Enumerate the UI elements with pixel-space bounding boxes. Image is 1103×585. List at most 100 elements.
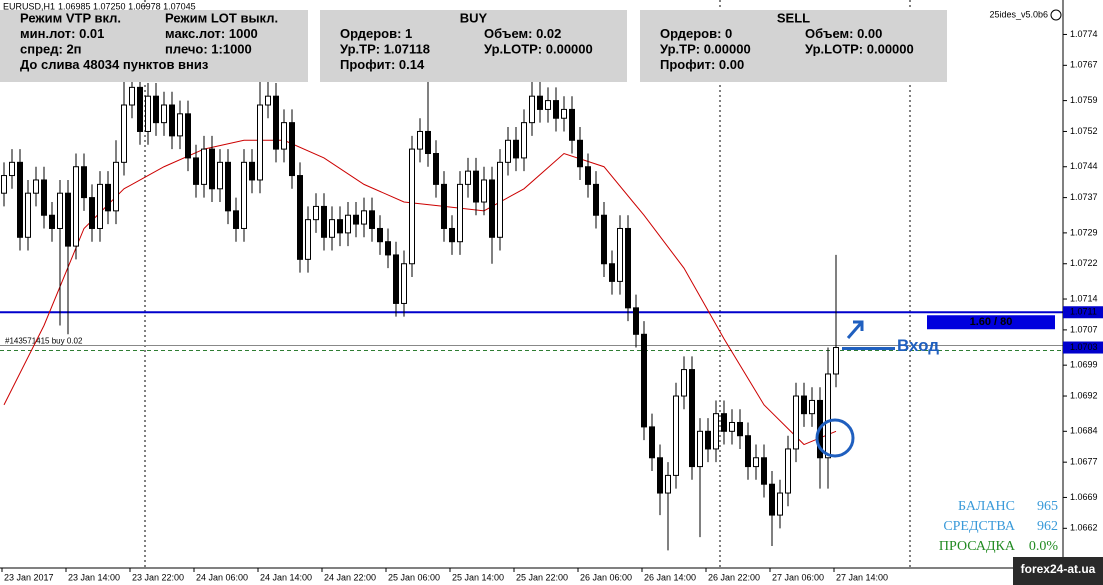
candle-body [449, 227, 455, 243]
panel-text: Ур.TP: 1.07118 [340, 41, 430, 56]
moving-average [3, 139, 837, 446]
x-tick-label: 25 Jan 14:00 [452, 572, 504, 582]
order-label: #143571415 buy 0.02 [5, 337, 83, 346]
candle-body [713, 413, 719, 450]
y-tick-label: 1.0759 [1070, 95, 1098, 105]
y-tick-label: 1.0699 [1070, 360, 1098, 370]
candle-body [369, 210, 375, 229]
candle-body [57, 192, 63, 229]
panel-text: Ур.LOTP: 0.00000 [805, 41, 914, 56]
panel-text: Профит: 0.00 [660, 57, 744, 72]
candle-body [473, 170, 479, 203]
candle-body [113, 161, 119, 212]
candle-body [777, 492, 783, 516]
candle-body [617, 227, 623, 282]
x-tick-label: 27 Jan 06:00 [772, 572, 824, 582]
candle-body [321, 205, 327, 238]
candle-body [297, 175, 303, 260]
y-tick-label: 1.0744 [1070, 161, 1098, 171]
candle-body [593, 183, 599, 216]
candle-body [537, 95, 543, 110]
candle-body [825, 373, 831, 459]
candle-body [81, 166, 87, 199]
candle-body [577, 139, 583, 168]
candle-body [353, 214, 359, 225]
panel-text: Ордеров: 1 [340, 26, 412, 41]
candle-body [657, 457, 663, 494]
entry-circle [815, 418, 855, 458]
y-tick-label: 1.0737 [1070, 192, 1098, 202]
candle-body [417, 130, 423, 150]
panel-text: Ордеров: 0 [660, 26, 732, 41]
candle-body [641, 333, 647, 428]
panel-text: Ур.LOTP: 0.00000 [484, 41, 593, 56]
candle-body [185, 113, 191, 159]
candle-body [345, 214, 351, 234]
candle-body [833, 347, 839, 375]
candle-body [673, 395, 679, 476]
y-tick-label: 1.0669 [1070, 492, 1098, 502]
candle-body [361, 210, 367, 225]
y-tick-label: 1.0692 [1070, 390, 1098, 400]
y-tick-label: 1.0767 [1070, 60, 1098, 70]
account-label: СРЕДСТВА [943, 519, 1016, 534]
candle-body [585, 166, 591, 185]
info-panels: Режим VTP вкл. Режим LOT выкл. мин.лот: 0.… [0, 10, 947, 82]
panel-text: До слива 48034 пунктов вниз [20, 57, 209, 72]
candle-body [753, 457, 759, 468]
candle-body [521, 122, 527, 159]
tp-box [927, 315, 1055, 330]
panel-text: Объем: 0.00 [805, 26, 882, 41]
y-tick-label: 1.0707 [1070, 324, 1098, 334]
candle-body [241, 161, 247, 229]
candle-body [689, 369, 695, 468]
candle-body [377, 227, 383, 243]
candle-body [169, 104, 175, 137]
candle-body [257, 104, 263, 181]
panel [320, 10, 627, 82]
candle-body [393, 254, 399, 304]
panel-text: Объем: 0.02 [484, 26, 561, 41]
candle-body [761, 457, 767, 485]
candle-body [465, 170, 471, 185]
y-tick-label: 1.0662 [1070, 523, 1098, 533]
symbol: EURUSD,H1 [3, 1, 55, 11]
panel-text: плечо: 1:1000 [165, 41, 252, 56]
x-tick-label: 24 Jan 06:00 [196, 572, 248, 582]
expert-name: 25ides_v5.0b6 [989, 9, 1048, 19]
candle-body [441, 183, 447, 229]
candle-body [145, 95, 151, 132]
y-tick-label: 1.0714 [1070, 293, 1098, 303]
axes: 1.0774 1.0767 1.0759 1.0752 1.0744 1.0737 1.07… [1, 29, 1103, 582]
candle-body [313, 205, 319, 221]
candle-body [9, 161, 15, 177]
candle-body [481, 179, 487, 203]
candle-body [401, 263, 407, 304]
candle-body [609, 263, 615, 282]
y-tick-label: 1.0684 [1070, 426, 1098, 436]
candle-body [305, 219, 311, 260]
y-tick-label: 1.0729 [1070, 227, 1098, 237]
candle-body [625, 227, 631, 309]
candle-body [513, 139, 519, 159]
candle-body [601, 214, 607, 265]
account-value: 965 [1037, 499, 1058, 514]
panel-text: макс.лот: 1000 [165, 26, 258, 41]
watermark-bg [1013, 557, 1103, 585]
candle-body [529, 95, 535, 124]
y-tick-label: 1.0774 [1070, 29, 1098, 39]
candle-body [17, 161, 23, 238]
candle-body [545, 100, 551, 110]
candle-body [721, 413, 727, 432]
candle-body [505, 139, 511, 163]
x-tick-label: 23 Jan 14:00 [68, 572, 120, 582]
candle-body [265, 95, 271, 106]
candle-body [129, 86, 135, 106]
account-value: 0.0% [1029, 539, 1059, 554]
panel-text: Ур.TP: 0.00000 [660, 41, 751, 56]
candle-body [409, 148, 415, 265]
candle-body [233, 210, 239, 229]
panel-title: SELL [777, 10, 810, 25]
